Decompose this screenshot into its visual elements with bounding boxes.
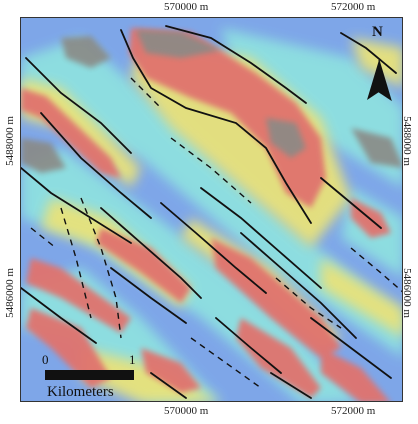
map-frame [20,17,403,402]
lineament [240,232,357,339]
lineament [80,197,122,339]
lineament [275,277,342,329]
lineament [21,287,97,344]
lineament [350,247,402,293]
lineament [60,207,92,319]
lineament [200,187,322,289]
north-arrow-right-half [378,59,392,102]
lineament [110,267,187,324]
lineament [25,57,132,154]
lineament [150,372,187,399]
lineament [30,227,57,249]
scale-bar [45,370,134,380]
lineament [40,112,152,219]
lineament [130,77,162,109]
x-tick-bottom-570000: 570000 m [164,405,209,417]
scale-end-label: 1 [129,352,136,367]
x-tick-top-570000: 570000 m [164,1,209,13]
lineament [120,29,312,224]
lineament [340,32,397,74]
lineament [270,372,312,399]
lineament [215,317,282,374]
scale-start-label: 0 [42,352,49,367]
lineament [100,207,202,299]
lineament [165,25,307,104]
y-tick-left-5488000: 5488000 m [4,116,16,166]
north-arrow [367,59,392,102]
high-value-zones [21,28,391,401]
lineament [170,137,252,204]
x-tick-bottom-572000: 572000 m [331,405,376,417]
anomaly-map [21,18,402,401]
lineament [21,167,132,244]
y-tick-left-5486000: 5486000 m [4,268,16,318]
lineament [160,202,267,294]
lineament [320,177,382,229]
lineament [190,337,262,389]
lineament [310,317,392,379]
peak-value-zones [21,30,402,173]
x-tick-top-572000: 572000 m [331,1,376,13]
lineaments [21,25,397,399]
scale-unit-label: Kilometers [47,384,114,400]
inferred-lineaments [30,77,402,389]
north-arrow-left-half [367,60,379,100]
north-label: N [372,24,383,40]
